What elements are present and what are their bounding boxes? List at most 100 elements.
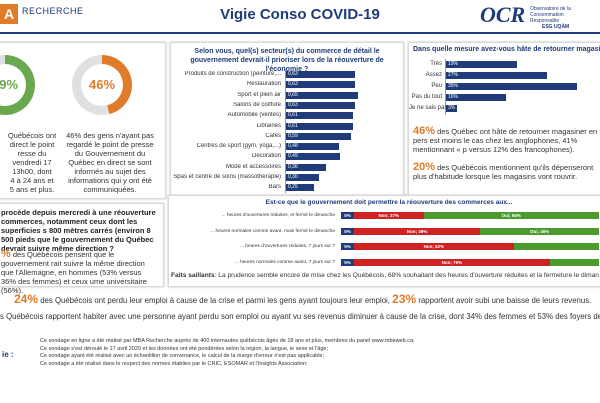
income-drop-number: 23% (392, 292, 417, 306)
hate-p1-number: 46% (413, 125, 436, 137)
sector-chart-panel: Selon vous, quel(s) secteur(s) du commer… (170, 42, 404, 199)
sector-category-label: Centres de sport (gym, yoga,...) (196, 143, 281, 150)
hate-chart-panel: Dans quelle mesure avez-vous hâte de ret… (408, 42, 600, 199)
hate-category-label: Pas du tout (411, 94, 442, 100)
ocr-logo: OCR Observatoire de la Consommation Resp… (480, 2, 595, 32)
sector-category-label: Restauration (246, 81, 281, 88)
reopen-stacked-bar: 5% Non; 76% (341, 258, 599, 266)
hate-bar-value: 35% (448, 83, 459, 89)
reopen-segment-non: Non; 27% (353, 212, 424, 219)
faits-label: Faits saillants (171, 272, 215, 279)
sector-bar-value: 0,63 (288, 101, 298, 108)
sector-category-label: Décoration (251, 153, 281, 160)
logo-text: RECHERCHE (22, 6, 84, 16)
sector-bar: 0,61 (286, 122, 354, 130)
reopen-segment-nsp: 5% (341, 212, 354, 219)
sector-bar: 0,63 (286, 71, 356, 78)
donut-chart-2: 46% (72, 55, 132, 115)
donut-1-value: 59% (0, 64, 26, 106)
hate-chart-axis (445, 59, 446, 115)
job-loss-number: 24% (14, 292, 39, 306)
hate-bar-value: 16% (448, 94, 459, 100)
sector-category-label: Automobile (ventes) (227, 112, 281, 119)
reopen-segment-nsp: 5% (341, 258, 354, 266)
sector-category-label: Salons de coiffure (233, 101, 281, 108)
sector-bar-value: 0,61 (288, 112, 298, 119)
reopen-category-label: ... heures normales comme avant, 7 jours… (234, 259, 335, 265)
hate-paragraph-1: 46% des Québec ont hâte de retourner mag… (413, 125, 600, 155)
reopen-chart-title: Est-ce que le gouvernement doit permettr… (265, 199, 513, 206)
reopen-stacked-bar: 5% Non; 27% Oui; 68% (341, 212, 599, 219)
sector-bar-value: 0,63 (288, 71, 298, 77)
reopen-stacked-bar: 5% Non; 49% Oui; 46% (341, 227, 599, 235)
ocr-logo-text: OCR (480, 2, 526, 27)
sector-bar-value: 0,36 (288, 163, 298, 170)
donut-2-value: 46% (81, 64, 123, 106)
faits-saillants: Faits saillants: La prudence semble enco… (171, 272, 600, 279)
reopen-answer-text: des Québécois pensent que le gouvernemen… (1, 250, 147, 295)
sector-bar: 0,59 (286, 132, 351, 140)
sector-bar: 0,25 (286, 184, 314, 192)
hate-bar: 16% (446, 94, 506, 101)
sector-category-label: Cafés (265, 132, 281, 139)
sector-bar-value: 0,49 (288, 153, 298, 160)
sector-category-label: Mode et accessoires (225, 163, 281, 170)
hate-category-label: Assez (425, 72, 442, 78)
reopen-segment-non: Non; 49% (353, 227, 481, 235)
hate-p2-text: des Québécois mentionnent qu'ils dépense… (413, 163, 594, 181)
reopen-chart-panel: Est-ce que le gouvernement doit permettr… (168, 195, 600, 287)
panel-text-2: 46% des gens n'ayant pas regardé le poin… (66, 131, 154, 194)
footer-label: ie : (2, 350, 14, 359)
sector-bar-value: 0,25 (288, 184, 298, 191)
sector-bar-value: 0,59 (288, 132, 298, 139)
tv-audience-panel: 59% 46% Québécois ont direct le point re… (0, 42, 166, 199)
reopen-category-label: ... heures normales comme avant, mais fe… (210, 228, 335, 234)
sector-bar-value: 0,61 (288, 122, 298, 129)
hate-bar-value: 19% (448, 61, 459, 67)
ocr-subtitle: Observatoire de la Consommation Responsa… (530, 6, 571, 24)
faits-text: : La prudence semble encore de mise chez… (214, 272, 599, 279)
hate-category-label: Je ne sais pas (409, 105, 448, 111)
bottom-stat-line-2: s Québécois rapportent habiter avec une … (0, 312, 600, 321)
reopen-stacked-bar: 5% Non; 62% (341, 243, 599, 250)
reopen-question: procède depuis mercredi à une réouvertur… (1, 208, 156, 253)
reopen-segment-nsp: 5% (341, 243, 354, 250)
hate-category-label: Peu (431, 83, 442, 89)
reopen-segment-oui: Oui; 46% (480, 227, 599, 235)
reopen-text-panel: procède depuis mercredi à une réouvertur… (0, 203, 164, 295)
hate-p2-number: 20% (413, 161, 436, 173)
sector-bar: 0,63 (286, 81, 356, 89)
footer-methodology: Ce sondage en ligne a été réalisé par MB… (40, 338, 560, 368)
hate-chart-title: Dans quelle mesure avez-vous hâte de ret… (413, 46, 600, 53)
footer-line: Ce sondage a été réalisé dans le respect… (40, 360, 308, 367)
reopen-number: % (1, 248, 11, 260)
sector-category-label: Bars (268, 184, 281, 191)
sector-bar: 0,48 (286, 143, 339, 151)
hate-category-label: Très (430, 61, 442, 67)
sector-chart-axis (285, 69, 286, 193)
reopen-segment-non: Non; 76% (353, 258, 550, 266)
sector-bar: 0,49 (286, 153, 340, 161)
header-divider (0, 32, 600, 34)
reopen-segment-nsp: 5% (341, 227, 354, 235)
hate-bar: 35% (446, 83, 578, 90)
sector-bar: 0,63 (286, 101, 356, 109)
hate-bar: 3% (446, 105, 458, 112)
hate-bar-value: 27% (448, 72, 459, 78)
footer-line: Ce sondage ayant été réalisé avec un éch… (40, 353, 325, 359)
ocr-esg: ESG UQÀM (542, 24, 570, 30)
reopen-category-label: ... heures d'ouvertures réduites, et fer… (221, 213, 335, 218)
reopen-segment-non: Non; 62% (353, 243, 514, 250)
footer-line: Ce sondage en ligne a été réalisé par MB… (40, 338, 415, 344)
job-loss-text: des Québécois ont perdu leur emploi à ca… (40, 296, 390, 305)
sector-category-label: Librairies (256, 122, 281, 129)
hate-p1-text: des Québec ont hâte de retourner magasin… (413, 127, 598, 154)
reopen-segment-oui: Oui; 68% (423, 212, 599, 219)
hate-bar: 19% (446, 61, 518, 68)
sector-bar-value: 0,30 (288, 174, 298, 180)
panel-text-1: Québécois ont direct le point resse du v… (7, 131, 57, 194)
sector-bar: 0,36 (286, 163, 326, 171)
bottom-stat-line-1: 24% des Québécois ont perdu leur emploi … (14, 292, 600, 306)
footer-line: Ce sondage s'est déroulé le 17 avril 202… (40, 345, 328, 352)
income-drop-text: rapportent avoir subi une baisse de leur… (418, 296, 592, 305)
